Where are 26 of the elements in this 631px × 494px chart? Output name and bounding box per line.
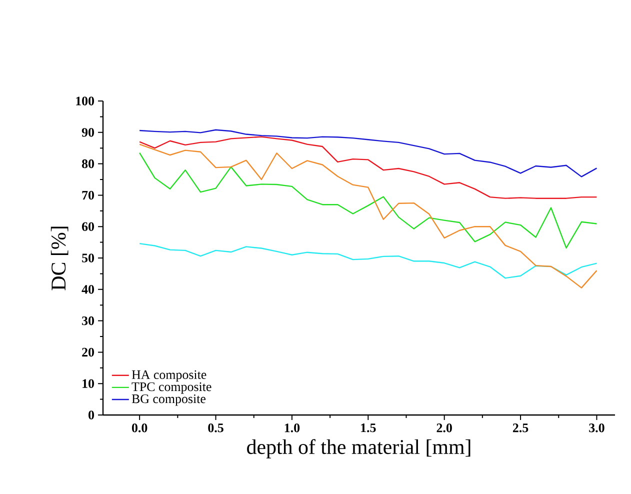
y-tick-label: 90 xyxy=(82,128,94,137)
line-series xyxy=(138,152,598,249)
y-tick-label: 20 xyxy=(82,348,94,357)
y-tick-label: 50 xyxy=(82,254,94,262)
legend-label: HA composite xyxy=(132,370,206,382)
legend-label: TPC composite xyxy=(132,382,212,394)
x-tick-label: 0.0 xyxy=(132,424,148,432)
y-tick-label: 0 xyxy=(88,410,94,420)
y-tick-label: 10 xyxy=(82,379,94,388)
x-tick-label: 3.0 xyxy=(589,424,604,432)
x-tick-label: 0.5 xyxy=(208,424,224,432)
x-tick-label: 2.5 xyxy=(512,424,528,432)
y-tick-label: 100 xyxy=(76,96,94,106)
x-tick-label: 1.0 xyxy=(284,424,300,432)
line-series xyxy=(138,144,598,288)
y-axis-title: DC [%] xyxy=(50,226,68,290)
x-tick-label: 2.0 xyxy=(436,424,452,432)
line-series xyxy=(138,242,598,279)
y-tick-label: 60 xyxy=(82,222,94,231)
y-tick-label: 30 xyxy=(82,316,94,326)
x-tick-label: 1.5 xyxy=(361,424,376,432)
y-tick-label: 40 xyxy=(82,285,94,294)
y-tick-label: 80 xyxy=(82,159,94,168)
y-tick-label: 70 xyxy=(82,190,94,200)
x-axis-title: depth of the material [mm] xyxy=(247,439,470,458)
legend-label: BG composite xyxy=(132,394,206,406)
